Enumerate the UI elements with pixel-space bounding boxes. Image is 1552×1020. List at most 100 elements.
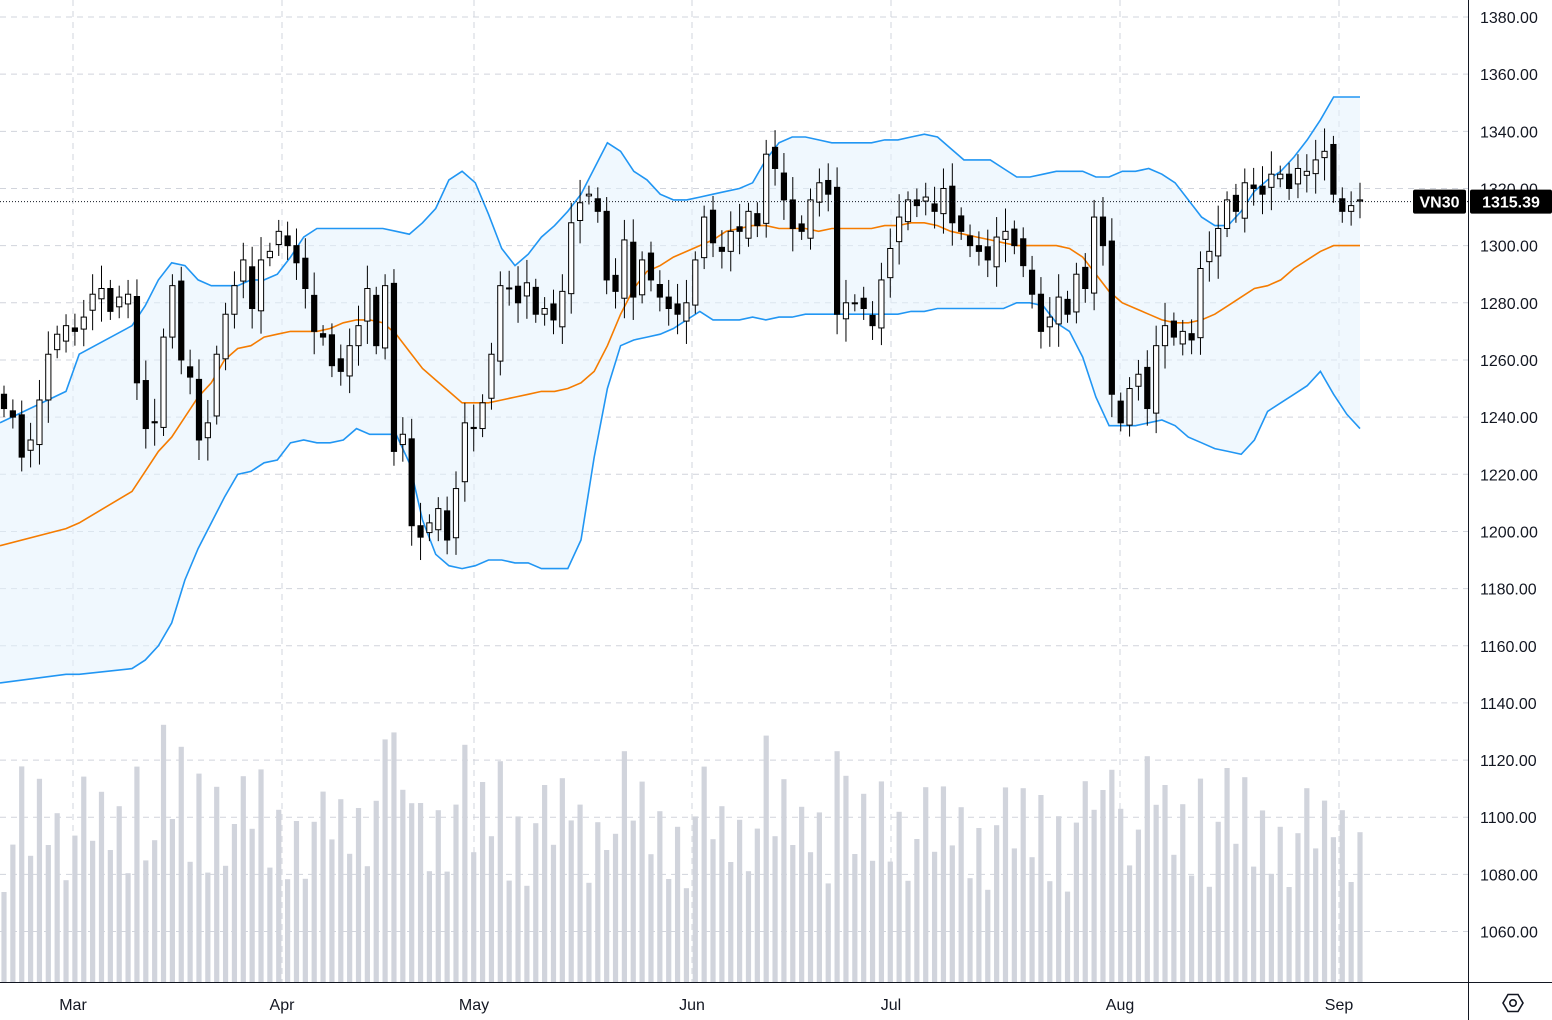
volume-bar — [674, 826, 681, 982]
candle-body — [798, 223, 805, 232]
volume-bar — [479, 782, 486, 982]
price-tick-label: 1060.00 — [1480, 925, 1538, 942]
candle-body — [701, 216, 708, 259]
price-tick-label: 1080.00 — [1480, 867, 1538, 884]
candle-body — [1037, 293, 1045, 332]
candle-body — [1002, 230, 1009, 240]
volume-bar — [1215, 821, 1221, 982]
volume-bar — [799, 806, 805, 982]
candle-body — [958, 215, 965, 232]
volume-bar — [329, 839, 335, 982]
candle-body — [1055, 296, 1062, 325]
volume-bar — [1242, 777, 1248, 982]
candle-body — [355, 325, 362, 347]
candle-body — [178, 280, 185, 361]
settings-hexagon-icon[interactable] — [1502, 993, 1524, 1013]
candle-body — [975, 245, 983, 252]
candle-body — [231, 285, 238, 315]
volume-bar — [205, 872, 211, 982]
volume-bar — [967, 878, 973, 982]
volume-bar — [976, 828, 982, 982]
volume-bar — [444, 871, 450, 982]
volume-bar — [923, 787, 929, 982]
volume-bar — [1135, 829, 1142, 982]
volume-bar — [267, 867, 273, 982]
price-axis[interactable]: 1060.00 1080.00 1100.00 1120.00 1140.00 1160.… — [1480, 10, 1538, 942]
candle-body — [381, 285, 389, 349]
candle-body — [1303, 170, 1310, 176]
volume-bar — [382, 739, 388, 982]
volume-bar — [878, 781, 885, 982]
candle-body — [1091, 216, 1098, 294]
volume-bar — [90, 840, 96, 982]
volume-bar — [27, 855, 34, 982]
volume-bar — [453, 804, 459, 982]
volume-bar — [834, 751, 840, 982]
candles — [0, 128, 1364, 561]
volume-bar — [178, 746, 184, 982]
candle-body — [187, 366, 194, 378]
volume-bar — [391, 732, 397, 982]
volume-bar — [1180, 804, 1186, 982]
candle-body — [1161, 325, 1169, 347]
volume-bar — [692, 816, 698, 982]
volume-bar — [231, 824, 238, 982]
candle-body — [665, 296, 672, 310]
candle-body — [390, 282, 398, 452]
candle-body — [18, 414, 25, 458]
volume-bar — [586, 882, 592, 982]
candle-body — [497, 285, 504, 362]
price-tick-label: 1340.00 — [1480, 124, 1538, 141]
volume-bar — [134, 766, 140, 982]
volume-bar — [1357, 832, 1363, 982]
candle-body — [1294, 167, 1302, 185]
candle-body — [195, 378, 203, 441]
candle-body — [594, 198, 601, 212]
volume-bar — [152, 840, 158, 982]
candle-body — [1108, 240, 1115, 395]
candle-body — [1285, 173, 1293, 189]
volume-bar — [506, 880, 512, 982]
symbol-label: VN30 — [1419, 195, 1459, 212]
candle-body — [373, 294, 380, 347]
time-axis[interactable]: Mar Apr May Jun Jul Aug Sep — [59, 997, 1353, 1014]
candle-body — [1126, 388, 1133, 426]
candle-body — [142, 380, 149, 430]
volume-bar — [737, 819, 743, 982]
candle-body — [692, 259, 699, 306]
volume-bar — [1277, 826, 1283, 982]
candle-body — [736, 226, 743, 232]
volume-bar — [338, 799, 344, 982]
price-tick-label: 1300.00 — [1480, 239, 1538, 256]
price-tick-label: 1260.00 — [1480, 353, 1538, 370]
volume-bar — [790, 845, 796, 982]
volume-bar — [81, 776, 87, 982]
candle-body — [284, 235, 291, 247]
candle-body — [311, 294, 318, 332]
candle-body — [1073, 273, 1080, 313]
volume-bar — [1126, 865, 1133, 982]
candle-body — [745, 210, 752, 239]
price-tick-label: 1280.00 — [1480, 296, 1538, 313]
candle-body — [54, 333, 61, 351]
candle-body — [98, 288, 105, 300]
candle-body — [1223, 199, 1231, 229]
volume-bar — [1330, 837, 1337, 982]
volume-bar — [1197, 778, 1204, 982]
volume-bar — [36, 778, 43, 982]
time-tick-label: Mar — [59, 997, 87, 1014]
candle-body — [860, 297, 867, 310]
volume-bar — [763, 735, 769, 982]
price-tick-label: 1160.00 — [1480, 639, 1537, 656]
candle-body — [922, 196, 929, 202]
volume-bar — [187, 861, 193, 982]
candle-body — [842, 302, 850, 320]
last-price-label: 1315.39 — [1482, 195, 1540, 212]
candle-body — [851, 302, 858, 305]
candle-body — [931, 203, 938, 212]
volume-bar — [639, 781, 645, 982]
bollinger-middle-line — [0, 222, 1360, 547]
volume-bar — [293, 821, 300, 982]
candle-body — [568, 222, 575, 295]
